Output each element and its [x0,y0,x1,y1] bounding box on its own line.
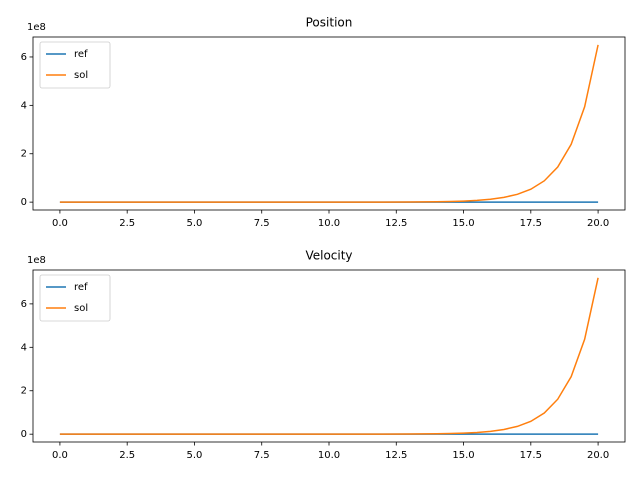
subplot-title: Position [306,16,353,30]
x-tick-label: 20.0 [587,450,609,461]
y-offset-label: 1e8 [27,255,46,266]
subplot-title: Velocity [305,249,352,263]
x-tick-label: 5.0 [187,450,203,461]
y-tick-label: 4 [21,342,27,353]
y-tick-label: 0 [21,429,27,440]
x-tick-label: 7.5 [254,218,270,229]
x-tick-label: 17.5 [520,218,542,229]
legend-label: ref [74,49,88,60]
legend-label: sol [74,303,88,314]
series-line [59,277,599,435]
x-tick-label: 20.0 [587,218,609,229]
x-tick-label: 7.5 [254,450,270,461]
x-tick-label: 2.5 [119,450,135,461]
y-tick-label: 4 [21,100,27,111]
legend-label: sol [74,70,88,81]
axes-frame [32,36,626,211]
x-tick-label: 10.0 [318,218,340,229]
subplot: Position 1e8 0 2 4 6 0.0 2.5 5.0 7.5 10.0 12.5 15.0 1… [21,16,626,229]
legend: ref sol [39,41,111,89]
y-tick-label: 6 [21,52,27,63]
x-tick-label: 10.0 [318,450,340,461]
y-tick-label: 2 [21,386,27,397]
y-tick-label: 2 [21,149,27,160]
y-tick-label: 0 [21,197,27,208]
y-tick-label: 6 [21,299,27,310]
x-tick-label: 2.5 [119,218,135,229]
legend-label: ref [74,282,88,293]
x-tick-label: 0.0 [52,218,68,229]
x-tick-label: 17.5 [520,450,542,461]
series-line [59,44,599,203]
subplot: Velocity 1e8 0 2 4 6 0.0 2.5 5.0 7.5 10.0 12.5 15.0 1… [21,249,626,461]
legend: ref sol [39,274,111,322]
x-tick-label: 15.0 [452,218,474,229]
x-tick-label: 15.0 [452,450,474,461]
x-tick-label: 5.0 [187,218,203,229]
x-tick-label: 12.5 [385,218,407,229]
axes-frame [32,269,626,443]
x-tick-label: 0.0 [52,450,68,461]
x-tick-label: 12.5 [385,450,407,461]
y-offset-label: 1e8 [27,22,46,33]
